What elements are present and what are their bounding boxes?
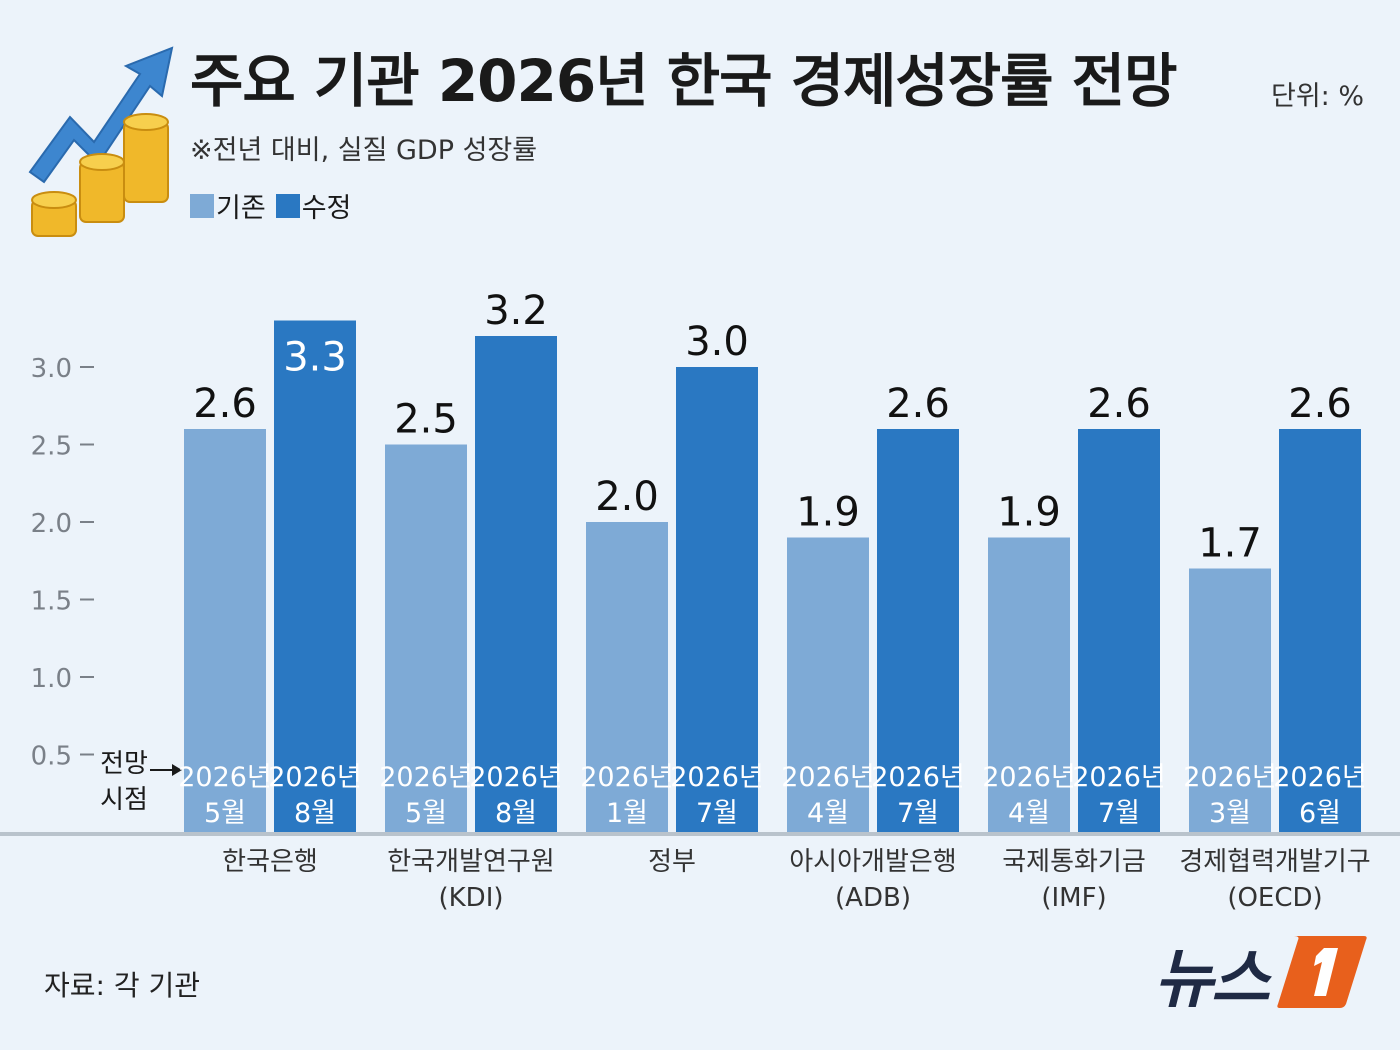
brand-logo: 뉴스: [1154, 928, 1368, 1020]
bar-date-month: 3월: [1209, 798, 1251, 829]
category-label: 경제협력개발기구: [1179, 847, 1370, 877]
bar-date-month: 7월: [1098, 798, 1140, 829]
page-title: 주요 기관 2026년 한국 경제성장률 전망: [190, 47, 1177, 115]
bar-existing: [988, 537, 1070, 832]
news1-logo-icon: [1276, 932, 1368, 1016]
bar-date-year: 2026년: [871, 762, 965, 793]
category-sublabel: (IMF): [1041, 883, 1106, 913]
category-label: 한국은행: [222, 847, 318, 877]
bar-date-month: 4월: [1008, 798, 1050, 829]
legend-label-revised: 수정: [301, 193, 352, 224]
bar-date-month: 5월: [204, 798, 246, 829]
bar-date-year: 2026년: [178, 762, 272, 793]
bar-value-label: 3.2: [484, 288, 548, 334]
bar-value-label: 2.6: [1087, 381, 1151, 427]
forecast-label-line2: 시점: [100, 785, 148, 815]
bar-value-label: 2.6: [193, 381, 257, 427]
bar-date-year: 2026년: [781, 762, 875, 793]
legend-item-revised: 수정: [275, 186, 352, 225]
bar-value-label: 1.9: [796, 490, 860, 536]
y-tick-label: 0.5: [31, 742, 72, 772]
source-note: 자료: 각 기관: [44, 969, 201, 1002]
category-sublabel: (KDI): [438, 883, 503, 913]
forecast-arrow-head: [172, 764, 182, 776]
bar-value-label: 3.0: [685, 319, 749, 365]
bar-value-label: 2.0: [595, 474, 659, 520]
y-tick-label: 2.0: [31, 509, 72, 539]
legend-item-existing: 기존: [190, 186, 266, 225]
legend: 기존 수정: [190, 186, 351, 225]
bar-date-year: 2026년: [469, 762, 563, 793]
bar-date-year: 2026년: [268, 762, 362, 793]
bar-existing: [787, 537, 869, 832]
brand-text: 뉴스: [1154, 943, 1270, 1017]
bar-date-month: 7월: [696, 798, 738, 829]
bar-date-month: 6월: [1299, 798, 1341, 829]
bar-date-year: 2026년: [580, 762, 674, 793]
bar-revised: [475, 336, 557, 832]
bar-date-month: 5월: [405, 798, 447, 829]
category-label: 아시아개발은행: [789, 847, 956, 877]
category-label: 정부: [648, 847, 696, 877]
chart-baseline: [0, 832, 1400, 836]
category-sublabel: (ADB): [835, 883, 911, 913]
bar-date-year: 2026년: [379, 762, 473, 793]
bar-revised: [274, 320, 356, 832]
bar-date-year: 2026년: [670, 762, 764, 793]
category-sublabel: (OECD): [1227, 883, 1322, 913]
rising-arrow-coins-icon: [22, 22, 182, 246]
forecast-label-line1: 전망: [100, 749, 148, 779]
bar-value-label: 2.6: [1288, 381, 1352, 427]
bar-date-year: 2026년: [1183, 762, 1277, 793]
y-tick-label: 1.5: [31, 587, 72, 617]
unit-label: 단위: %: [1270, 81, 1364, 112]
bar-existing: [184, 429, 266, 832]
bar-revised: [1078, 429, 1160, 832]
bar-value-label: 1.7: [1198, 521, 1262, 567]
bar-existing: [1189, 568, 1271, 832]
bar-date-month: 1월: [606, 798, 648, 829]
legend-label-existing: 기존: [216, 193, 266, 224]
legend-swatch-existing: [190, 193, 214, 218]
bar-value-label: 2.6: [886, 381, 950, 427]
bar-date-month: 4월: [807, 798, 849, 829]
bar-existing: [586, 522, 668, 832]
bar-date-year: 2026년: [982, 762, 1076, 793]
subtitle: ※전년 대비, 실질 GDP 성장률: [190, 135, 538, 166]
bar-date-year: 2026년: [1072, 762, 1166, 793]
category-label: 한국개발연구원: [387, 847, 554, 877]
y-tick-label: 2.5: [31, 432, 72, 462]
bar-value-label: 2.5: [394, 397, 458, 443]
bar-existing: [385, 444, 467, 832]
bar-revised: [877, 429, 959, 832]
bar-revised: [676, 367, 758, 832]
bar-date-year: 2026년: [1273, 762, 1367, 793]
bar-revised: [1279, 429, 1361, 832]
bar-date-month: 8월: [495, 798, 537, 829]
y-tick-label: 3.0: [31, 354, 72, 384]
category-label: 국제통화기금: [1002, 847, 1146, 877]
bar-value-label: 1.9: [997, 490, 1061, 536]
bar-date-month: 8월: [294, 798, 336, 829]
bar-date-month: 7월: [897, 798, 939, 829]
bar-value-label: 3.3: [283, 335, 347, 381]
legend-swatch-revised: [275, 193, 300, 218]
y-tick-label: 1.0: [31, 664, 72, 694]
